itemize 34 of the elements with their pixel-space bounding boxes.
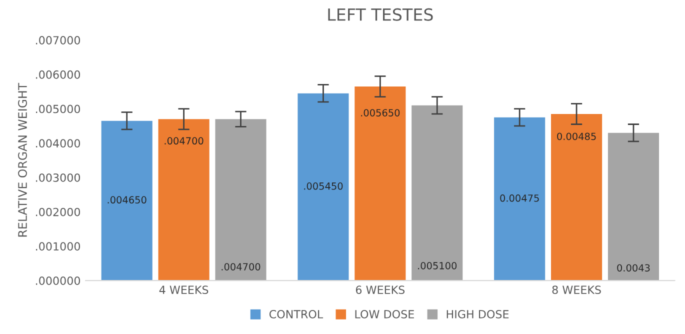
y-tick-label: .002000 [36,208,80,216]
data-label: 0.00485 [557,132,596,140]
data-label: 0.00475 [500,194,539,202]
bar [551,114,602,281]
x-tick-label: 4 WEEKS [159,286,208,294]
bar [298,93,349,281]
y-tick-label: .001000 [36,242,80,251]
bar [354,86,406,281]
chart-title: LEFT TESTES [328,8,433,21]
y-axis-title: RELATIVE ORGAN WEIGHT [18,82,27,237]
bar [215,119,266,281]
y-tick-label: .005000 [36,104,80,114]
y-tick-label: .000000 [36,276,80,285]
data-label: .004700 [164,137,204,145]
legend-label: CONTROL [269,310,324,318]
data-label: .004700 [222,263,260,270]
bar [608,132,660,281]
y-tick-label: .007000 [36,36,80,44]
data-label: .005650 [361,109,400,116]
x-tick-label: 6 WEEKS [356,286,405,294]
bar [412,105,463,281]
y-tick-label: .003000 [36,173,80,182]
data-label: .005450 [304,182,343,190]
bar [101,120,152,281]
bar [158,119,210,281]
bar [494,117,546,281]
data-label: .005100 [418,262,457,270]
x-tick-label: 8 WEEKS [552,286,601,294]
data-label: 0.0043 [617,264,650,272]
data-label: .004650 [108,196,146,204]
y-tick-label: .004000 [36,139,80,148]
y-tick-label: .006000 [36,70,80,79]
legend-label: HIGH DOSE [446,310,509,318]
legend-label: LOW DOSE [355,310,414,318]
